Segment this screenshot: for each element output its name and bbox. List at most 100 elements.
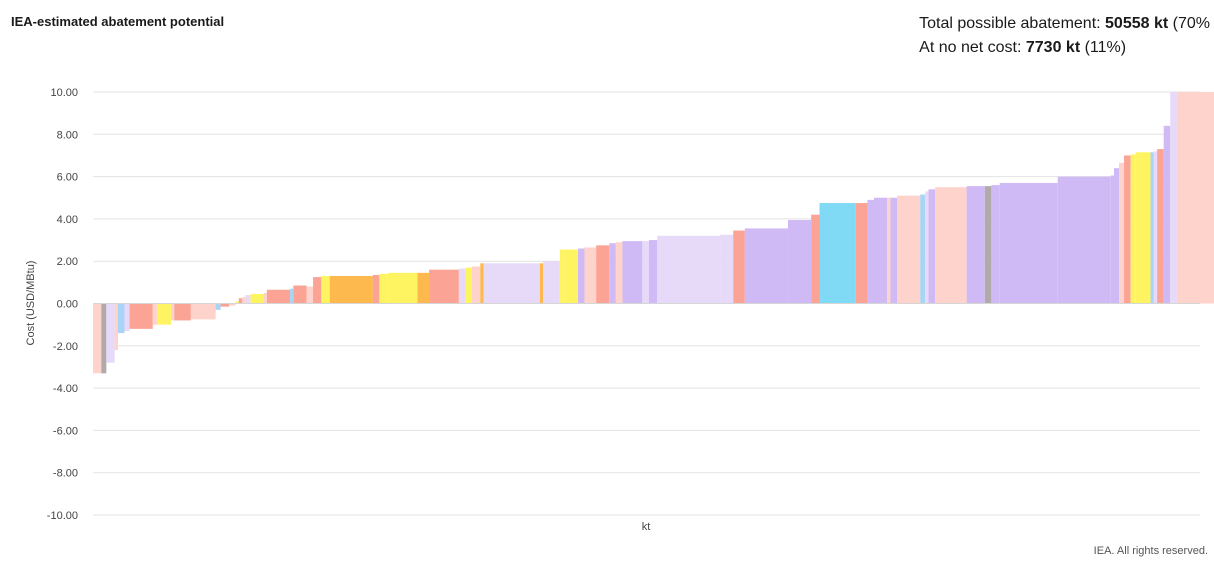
abatement-bar[interactable]: [966, 186, 985, 304]
abatement-bar[interactable]: [887, 197, 891, 304]
abatement-bar[interactable]: [321, 276, 330, 304]
y-tick-label: -4.00: [53, 383, 78, 395]
abatement-bar[interactable]: [313, 277, 322, 304]
abatement-bar[interactable]: [577, 248, 585, 304]
abatement-bar[interactable]: [483, 263, 540, 304]
abatement-bar[interactable]: [215, 303, 221, 310]
abatement-bar[interactable]: [417, 272, 430, 304]
abatement-bar[interactable]: [1119, 162, 1125, 304]
abatement-bar[interactable]: [263, 292, 267, 304]
abatement-bar[interactable]: [458, 268, 466, 304]
abatement-bar[interactable]: [897, 195, 921, 304]
abatement-bar[interactable]: [379, 273, 388, 304]
abatement-bar[interactable]: [720, 234, 734, 304]
abatement-bar[interactable]: [152, 303, 158, 325]
abatement-bar[interactable]: [1130, 154, 1136, 304]
abatement-bar[interactable]: [867, 199, 875, 304]
abatement-bar[interactable]: [1176, 92, 1214, 304]
abatement-bar[interactable]: [1135, 152, 1151, 304]
abatement-bar[interactable]: [106, 303, 115, 363]
abatement-bar[interactable]: [1150, 152, 1154, 304]
abatement-bar[interactable]: [329, 276, 373, 304]
abatement-bar[interactable]: [235, 301, 239, 304]
abatement-bar[interactable]: [245, 295, 251, 304]
abatement-bar[interactable]: [238, 298, 243, 304]
total-abatement-line: Total possible abatement: 50558 kt (70%: [919, 12, 1210, 36]
abatement-bar[interactable]: [657, 235, 721, 304]
abatement-bar[interactable]: [559, 249, 565, 304]
abatement-bar[interactable]: [819, 203, 856, 304]
abatement-bar[interactable]: [811, 214, 820, 304]
abatement-bar[interactable]: [890, 197, 898, 304]
abatement-bar[interactable]: [190, 303, 216, 320]
abatement-bar[interactable]: [472, 266, 481, 304]
no-net-cost-line: At no net cost: 7730 kt (11%): [919, 36, 1210, 60]
total-abatement-value: 50558 kt: [1105, 15, 1169, 32]
abatement-bar[interactable]: [1170, 92, 1177, 304]
abatement-bar[interactable]: [744, 228, 788, 304]
no-net-cost-value: 7730 kt: [1025, 39, 1081, 56]
abatement-bar[interactable]: [615, 242, 623, 304]
abatement-bar[interactable]: [170, 303, 175, 321]
abatement-bar[interactable]: [1163, 125, 1171, 304]
abatement-bar[interactable]: [114, 303, 118, 351]
abatement-bar[interactable]: [372, 274, 380, 304]
abatement-bar[interactable]: [465, 267, 473, 304]
abatement-bar[interactable]: [648, 240, 658, 304]
abatement-bar[interactable]: [935, 187, 967, 304]
abatement-bar[interactable]: [124, 303, 130, 331]
abatement-bar[interactable]: [999, 182, 1058, 304]
y-tick-label: -6.00: [53, 425, 78, 437]
abatement-bar[interactable]: [242, 297, 246, 304]
abatement-bar[interactable]: [920, 194, 926, 304]
abatement-bar[interactable]: [622, 241, 643, 304]
abatement-bar[interactable]: [1157, 149, 1164, 304]
abatement-bar[interactable]: [543, 261, 560, 304]
abatement-bar[interactable]: [1113, 168, 1120, 304]
abatement-bar[interactable]: [991, 185, 1000, 304]
abatement-bar[interactable]: [539, 263, 544, 304]
y-tick-label: -2.00: [53, 341, 78, 353]
abatement-bar[interactable]: [93, 303, 102, 374]
abatement-bar[interactable]: [609, 243, 616, 304]
abatement-bar[interactable]: [1057, 176, 1111, 304]
abatement-bar[interactable]: [480, 263, 484, 304]
abatement-bar[interactable]: [220, 303, 229, 307]
abatement-bar[interactable]: [642, 241, 649, 304]
abatement-bar[interactable]: [129, 303, 153, 329]
abatement-bar[interactable]: [429, 269, 459, 304]
chart-title: IEA-estimated abatement potential: [11, 14, 225, 29]
no-net-cost-share: (11%): [1080, 39, 1127, 56]
abatement-bar[interactable]: [733, 230, 745, 304]
abatement-bar[interactable]: [293, 285, 307, 304]
y-tick-label: 2.00: [57, 256, 78, 268]
abatement-bar[interactable]: [874, 197, 888, 304]
abatement-bar[interactable]: [1124, 155, 1131, 304]
abatement-bar[interactable]: [855, 203, 868, 304]
y-tick-labels: 10.00 8.00 6.00 4.00 2.00 0.00 -2.00 -4.00 -6.00…: [47, 87, 78, 522]
abatement-bar[interactable]: [1110, 175, 1114, 304]
abatement-bar[interactable]: [387, 272, 418, 304]
abatement-bar[interactable]: [564, 249, 578, 304]
abatement-bar[interactable]: [266, 289, 291, 304]
abatement-bar[interactable]: [117, 303, 125, 334]
copyright-notice: IEA. All rights reserved.: [1093, 545, 1208, 557]
abatement-bar[interactable]: [928, 189, 936, 304]
total-abatement-label: Total possible abatement:: [919, 15, 1106, 32]
x-axis-title: kt: [642, 521, 651, 533]
y-tick-label: 8.00: [57, 129, 78, 141]
abatement-bar[interactable]: [787, 219, 812, 304]
abatement-bar[interactable]: [157, 303, 171, 325]
abatement-bar[interactable]: [925, 191, 929, 304]
abatement-bar[interactable]: [290, 288, 294, 304]
abatement-bar[interactable]: [101, 303, 107, 374]
abatement-bar[interactable]: [984, 186, 992, 304]
abatement-bar[interactable]: [306, 286, 314, 304]
abatement-bar[interactable]: [584, 247, 597, 304]
abatement-bar[interactable]: [228, 303, 236, 306]
abatement-bar[interactable]: [1153, 151, 1158, 304]
abatement-bar[interactable]: [250, 293, 264, 304]
abatement-bar[interactable]: [596, 245, 610, 304]
abatement-bar[interactable]: [174, 303, 191, 321]
